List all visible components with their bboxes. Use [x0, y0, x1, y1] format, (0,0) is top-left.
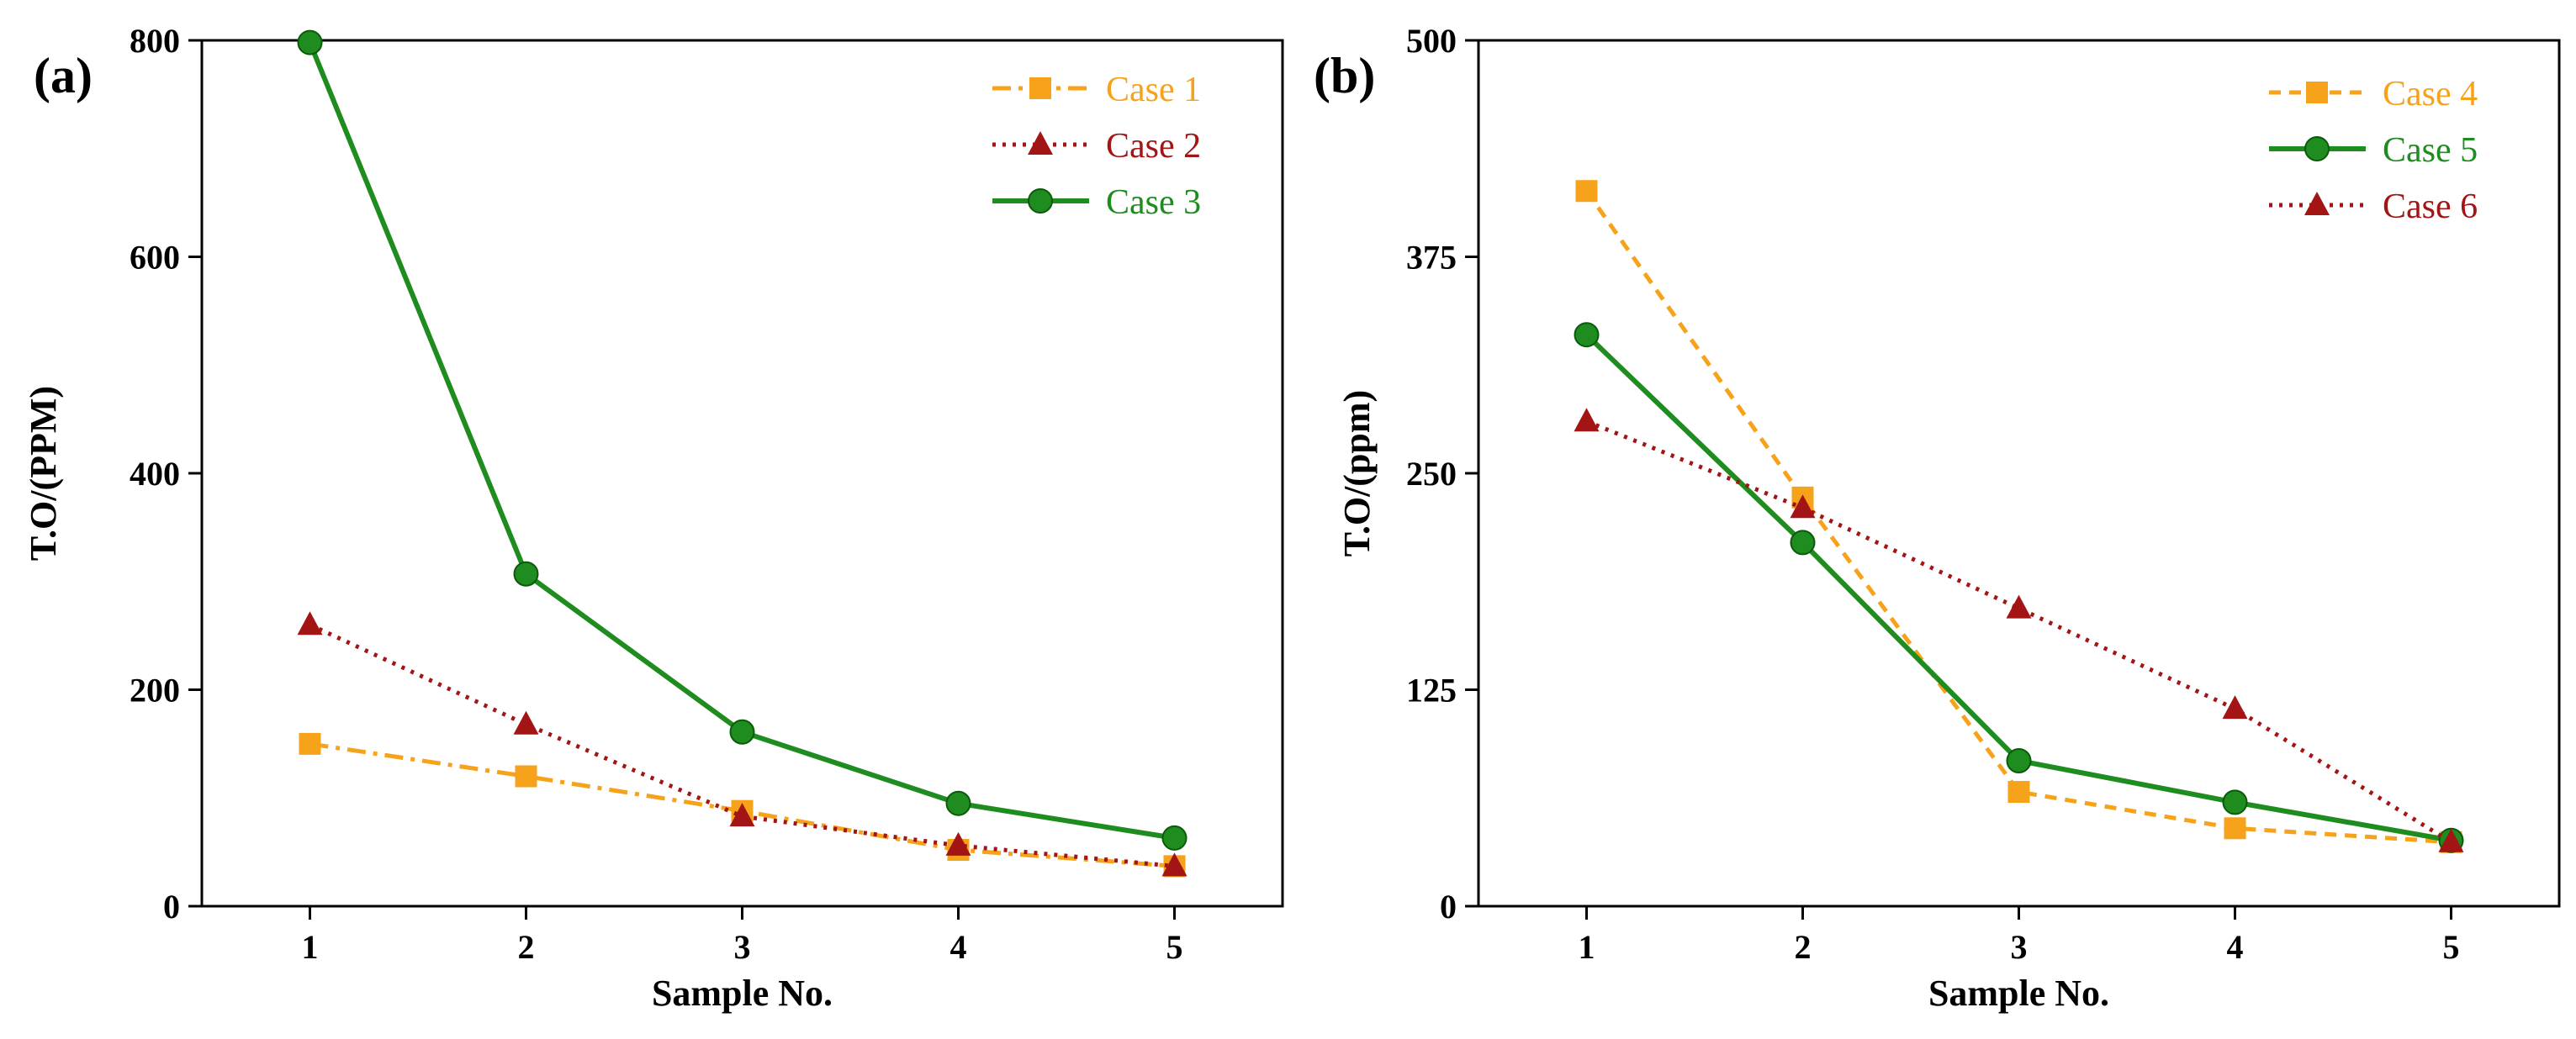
data-point-square	[2007, 781, 2030, 804]
y-tick-label: 0	[163, 888, 180, 926]
y-axis-title: T.O/(ppm)	[1336, 390, 1378, 556]
plot-frame	[1477, 39, 2561, 908]
y-tick-label: 0	[1440, 888, 1457, 926]
x-axis-title: Sample No.	[652, 973, 833, 1014]
series-line-case-6	[1585, 419, 2452, 844]
data-point-circle	[297, 29, 323, 55]
y-tick-label: 800	[130, 22, 180, 60]
panel-label: (b)	[1314, 48, 1375, 103]
data-point-circle	[2222, 789, 2248, 815]
x-tick-label: 2	[518, 928, 535, 966]
x-tick-label: 5	[1166, 928, 1183, 966]
series-line-case-3	[307, 41, 1175, 841]
x-tick-label: 4	[950, 928, 967, 966]
data-point-triangle	[297, 611, 323, 636]
data-point-triangle	[729, 803, 755, 827]
data-point-circle	[945, 790, 971, 816]
data-point-triangle	[1790, 494, 1816, 519]
y-tick-label: 400	[130, 455, 180, 493]
legend-label: Case 1	[1106, 71, 1201, 109]
y-tick-label: 200	[130, 672, 180, 709]
x-tick-label: 5	[2443, 928, 2460, 966]
data-point-circle	[729, 719, 755, 745]
data-point-square	[299, 732, 321, 755]
data-point-triangle	[2438, 828, 2464, 852]
data-point-triangle	[1161, 852, 1187, 877]
x-axis-title: Sample No.	[1928, 973, 2109, 1014]
data-point-circle	[1028, 188, 1053, 214]
data-point-square	[1029, 77, 1051, 99]
x-tick-label: 3	[734, 928, 751, 966]
data-point-circle	[1161, 825, 1187, 851]
y-tick-label: 250	[1406, 455, 1457, 493]
panel-a: 1 2 3 4 5 0 200 400 600 800 Sample No. T.O/(PPM) (a)…	[23, 22, 1284, 1014]
data-point-circle	[1574, 322, 1600, 348]
y-tick-label: 375	[1406, 239, 1457, 277]
series-line-case-4	[1584, 189, 2452, 845]
data-point-square	[2306, 82, 2328, 103]
x-tick-label: 3	[2011, 928, 2028, 966]
data-point-triangle	[2006, 594, 2032, 619]
legend-label: Case 2	[1106, 127, 1201, 166]
data-point-triangle	[2222, 695, 2248, 720]
legend-label: Case 6	[2383, 187, 2478, 226]
data-point-square	[515, 765, 537, 788]
legend-label: Case 5	[2383, 131, 2478, 170]
data-point-circle	[513, 561, 539, 587]
panel-label: (a)	[34, 48, 93, 103]
data-point-circle	[2304, 136, 2330, 161]
data-point-triangle	[945, 831, 971, 856]
data-point-square	[1575, 180, 1598, 203]
y-tick-label: 600	[130, 239, 180, 277]
legend-label: Case 4	[2383, 75, 2478, 113]
series-line-case-1	[309, 741, 1175, 868]
data-point-triangle	[1574, 408, 1600, 432]
data-point-square	[2224, 817, 2246, 840]
x-tick-label: 1	[302, 928, 319, 966]
series-line-case-2	[309, 622, 1175, 868]
data-point-circle	[1790, 530, 1816, 556]
y-tick-label: 125	[1406, 672, 1457, 709]
data-point-circle	[2006, 747, 2032, 773]
y-tick-label: 500	[1406, 22, 1457, 60]
data-point-triangle	[2304, 192, 2330, 215]
data-point-triangle	[513, 710, 539, 735]
legend-label: Case 3	[1106, 183, 1201, 222]
data-point-triangle	[1028, 131, 1053, 155]
panel-b: 1 2 3 4 5 0 125 250 375 500 Sample No. T.O/(ppm) (b)…	[1314, 22, 2561, 1014]
x-tick-label: 2	[1795, 928, 1812, 966]
y-axis-title: T.O/(PPM)	[23, 386, 64, 561]
x-tick-label: 4	[2227, 928, 2244, 966]
x-tick-label: 1	[1579, 928, 1595, 966]
